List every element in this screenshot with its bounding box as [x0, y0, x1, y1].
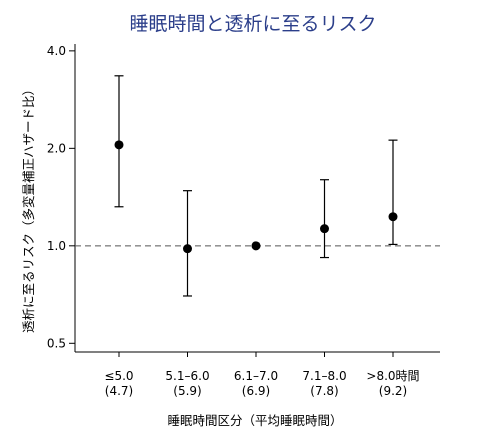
y-ticks: 0.5 1.0 2.0 4.0: [47, 44, 75, 350]
x-tick-label: >8.0時間: [366, 369, 419, 383]
y-tick-label: 4.0: [47, 44, 66, 58]
x-tick-label: ≤5.0: [104, 369, 133, 383]
data-point: [183, 244, 192, 254]
x-tick-sublabel: (5.9): [173, 384, 201, 398]
y-tick-label: 0.5: [47, 336, 66, 350]
data-points: [114, 140, 398, 254]
x-tick-label: 7.1–8.0: [302, 369, 346, 383]
data-point: [251, 241, 261, 251]
x-tick-sublabel: (6.9): [242, 384, 270, 398]
data-point: [320, 224, 329, 234]
y-axis-label: 透析に至るリスク（多変量補正ハザード比）: [21, 83, 36, 333]
x-axis-label: 睡眠時間区分（平均睡眠時間）: [167, 413, 342, 428]
x-tick-sublabel: (4.7): [105, 384, 133, 398]
data-point: [114, 140, 124, 150]
x-tick-labels: ≤5.0(4.7) 5.1–6.0(5.9) 6.1–7.0(6.9) 7.1–8.0…: [104, 352, 420, 398]
x-tick-sublabel: (7.8): [310, 384, 338, 398]
x-tick-label: 5.1–6.0: [165, 369, 209, 383]
error-bars: [114, 75, 398, 297]
y-tick-label: 2.0: [47, 141, 66, 155]
x-tick-label: 6.1–7.0: [234, 369, 278, 383]
y-tick-label: 1.0: [47, 239, 66, 253]
x-tick-sublabel: (9.2): [379, 384, 407, 398]
chart-title: 睡眠時間と透析に至るリスク: [129, 13, 376, 35]
data-point: [388, 212, 398, 222]
